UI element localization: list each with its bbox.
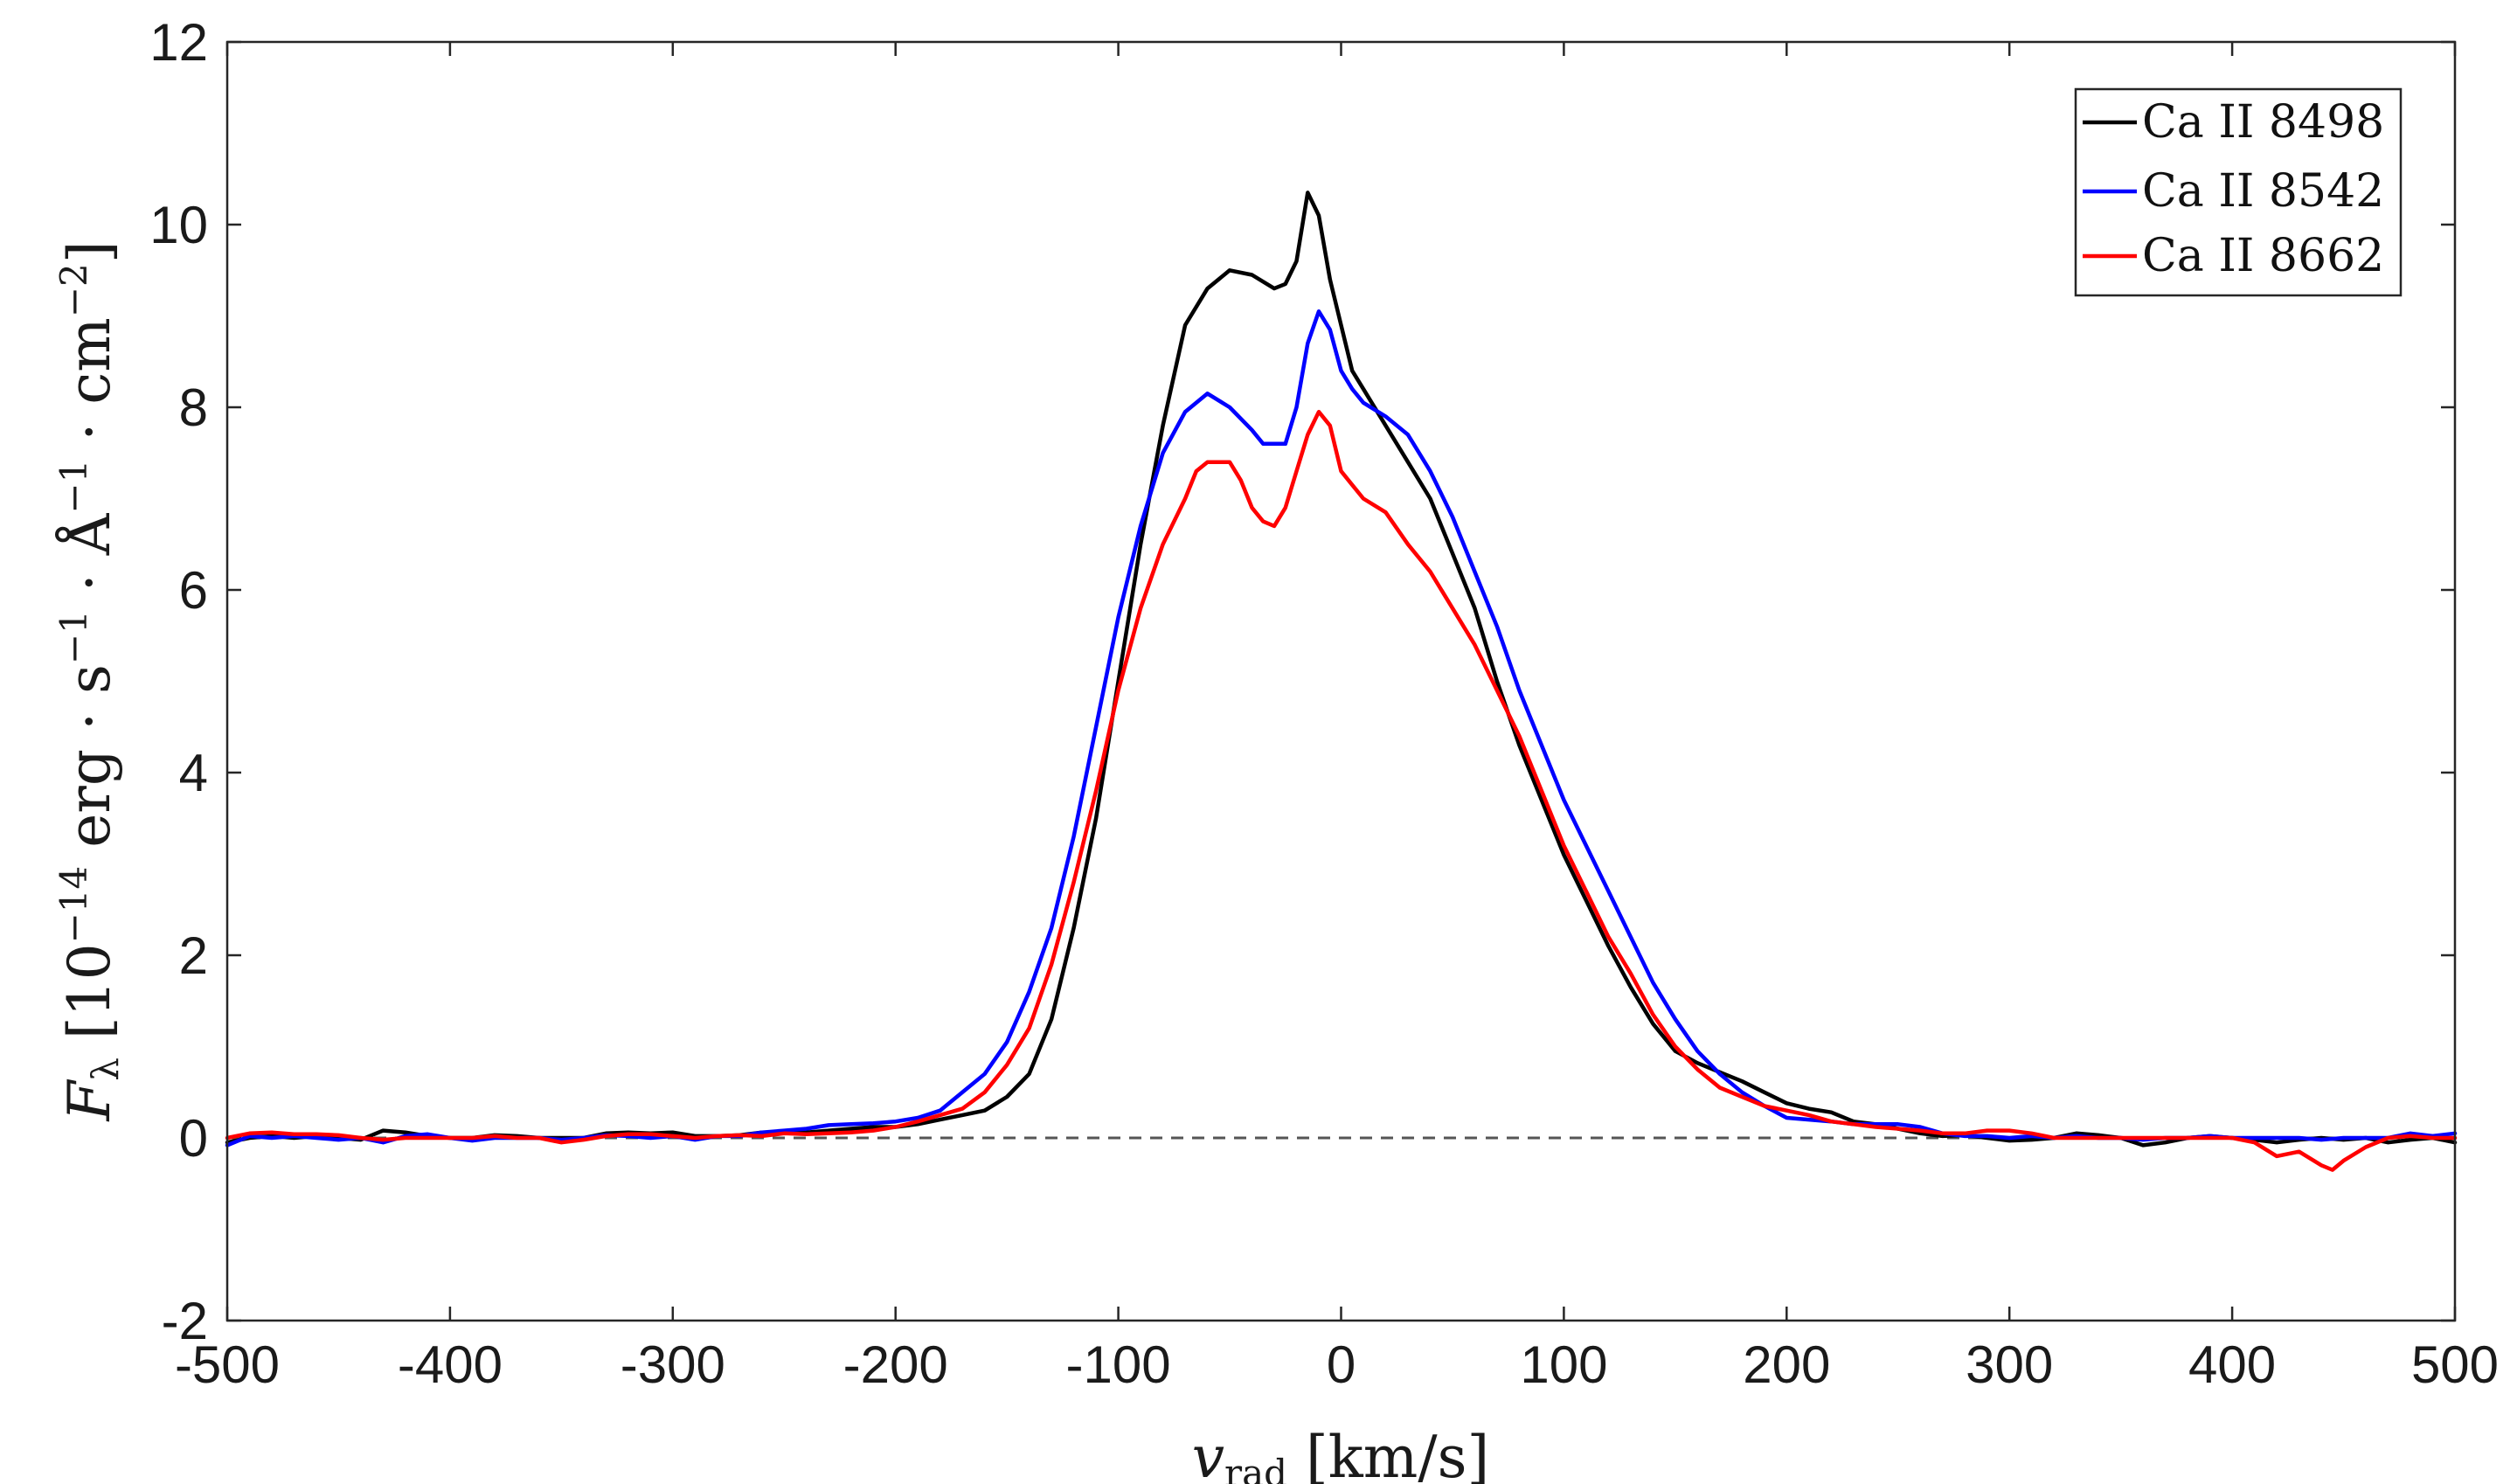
y-axis-label-exp-a: −14: [52, 866, 95, 944]
y-tick-label: 8: [179, 378, 208, 437]
x-tick-label: -100: [1066, 1335, 1171, 1394]
y-axis-label-exp-c: −1: [52, 460, 95, 514]
y-tick-label: 10: [149, 196, 208, 254]
x-tick-label: -400: [398, 1335, 503, 1394]
y-axis-label-part-c: · Å: [56, 512, 123, 610]
y-tick-label: -2: [162, 1292, 208, 1350]
x-tick-label: 400: [2188, 1335, 2276, 1394]
y-tick-label: 6: [179, 561, 208, 620]
x-axis-label-unit: [km/s]: [1287, 1424, 1489, 1484]
x-tick-label: 0: [1327, 1335, 1356, 1394]
x-tick-label: 300: [1966, 1335, 2053, 1394]
legend-label-ca-ii-8498: Ca II 8498: [2142, 96, 2384, 149]
x-tick-label: 200: [1743, 1335, 1830, 1394]
x-axis-label: vrad [km/s]: [1192, 1424, 1489, 1484]
plot-area-frame: [225, 40, 2457, 1322]
y-axis-label: Fλ [10−14 erg · s−1 · Å−1 · cm−2]: [52, 240, 127, 1121]
x-axis-label-subscript: rad: [1224, 1452, 1287, 1484]
series-line-ca-ii-8662: [225, 409, 2458, 1172]
y-axis-label-exp-b: −1: [52, 610, 95, 664]
tick-labels: -500 -400 -300 -200 -100 0 100 200 300 400 500 -2 0 2…: [149, 13, 2499, 1394]
y-axis-label-part-b: erg · s: [56, 664, 123, 866]
x-tick-label: -300: [621, 1335, 725, 1394]
x-tick-label: -500: [175, 1335, 280, 1394]
y-axis-label-part-e: ]: [56, 240, 123, 263]
legend: Ca II 8498 Ca II 8542 Ca II 8662: [2074, 87, 2403, 297]
y-tick-label: 0: [179, 1109, 208, 1168]
y-axis-label-exp-d: −2: [52, 263, 95, 317]
legend-label-ca-ii-8542: Ca II 8542: [2142, 165, 2384, 218]
y-axis-label-part-d: · cm: [56, 317, 123, 460]
x-axis-label-main: v: [1192, 1424, 1224, 1484]
y-axis-label-main: F: [56, 1079, 123, 1122]
series-lines: [225, 191, 2458, 1172]
y-tick-label: 2: [179, 926, 208, 985]
y-axis-label-subscript: λ: [84, 1058, 127, 1081]
x-tick-label: 100: [1520, 1335, 1607, 1394]
y-tick-label: 12: [149, 13, 208, 72]
y-axis-label-part-a: [10: [56, 943, 123, 1058]
x-tick-label: -200: [843, 1335, 948, 1394]
x-tick-label: 500: [2411, 1335, 2499, 1394]
legend-label-ca-ii-8662: Ca II 8662: [2142, 230, 2384, 282]
y-tick-label: 4: [179, 744, 208, 802]
